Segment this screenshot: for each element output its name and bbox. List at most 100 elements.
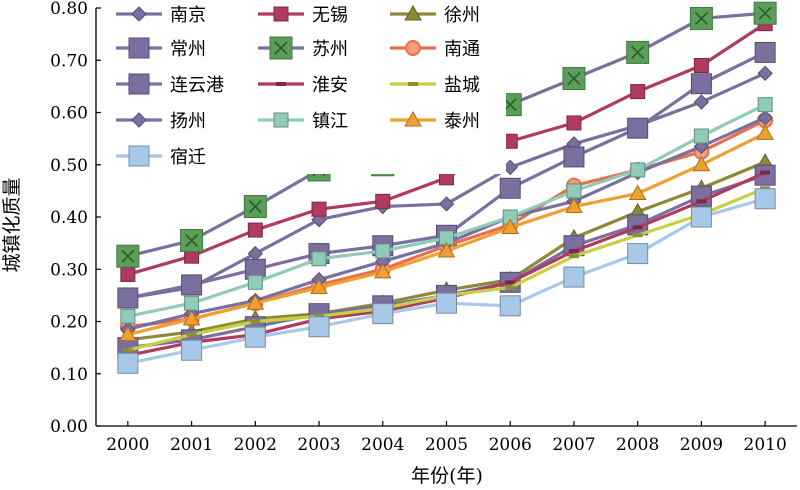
legend-marker	[128, 73, 150, 95]
data-point	[119, 325, 137, 342]
legend-label: 扬州	[170, 111, 206, 132]
data-point	[247, 274, 263, 290]
data-point	[243, 195, 267, 219]
x-tick-label: 2000	[106, 435, 149, 455]
legend-item: 盐城	[390, 75, 480, 96]
data-point	[757, 97, 773, 113]
data-point	[499, 295, 521, 317]
legend-label: 淮安	[312, 75, 348, 96]
data-point	[693, 94, 710, 110]
data-point	[311, 201, 327, 217]
legend-label: 泰州	[444, 111, 480, 132]
data-point	[310, 278, 328, 295]
legend-marker	[273, 6, 289, 22]
data-point	[753, 1, 777, 25]
data-point	[562, 67, 586, 91]
series-12	[119, 124, 774, 342]
y-axis-title: 城镇化质量	[1, 177, 23, 272]
y-tick-label: 0.40	[50, 208, 88, 228]
data-point	[181, 274, 203, 296]
legend-label: 镇江	[312, 111, 348, 132]
data-point	[308, 316, 330, 338]
legend-label: 苏州	[312, 39, 348, 60]
data-point	[630, 84, 646, 100]
legend-item: 南通	[390, 39, 480, 60]
legend-marker	[128, 145, 150, 167]
data-point	[180, 229, 204, 253]
y-tick-label: 0.10	[50, 365, 88, 385]
data-point	[120, 308, 136, 324]
data-point	[626, 40, 650, 64]
data-point	[692, 155, 711, 172]
series-13	[117, 188, 776, 374]
data-point	[630, 162, 646, 178]
data-point	[693, 57, 709, 73]
x-tick-label: 2006	[489, 435, 532, 455]
data-point	[117, 287, 139, 309]
legend-label: 无锡	[312, 5, 348, 26]
data-point	[437, 241, 456, 258]
data-point	[757, 65, 773, 82]
legend-background	[108, 0, 506, 174]
data-point	[627, 243, 649, 265]
data-point	[501, 218, 520, 234]
x-tick-label: 2003	[297, 435, 340, 455]
data-point	[246, 294, 265, 310]
data-point	[693, 128, 709, 144]
data-point	[627, 117, 649, 139]
data-point	[375, 193, 391, 209]
data-point	[184, 295, 200, 311]
y-tick-label: 0.80	[50, 0, 88, 19]
legend-item: 扬州	[116, 111, 206, 132]
y-tick-label: 0.70	[50, 51, 88, 71]
data-point	[690, 206, 712, 228]
data-point	[244, 326, 266, 348]
y-tick-label: 0.50	[50, 156, 88, 176]
legend-marker	[131, 112, 147, 128]
legend-marker	[404, 4, 422, 21]
data-point	[754, 164, 776, 186]
data-point	[563, 266, 585, 288]
x-tick-label: 2007	[552, 435, 595, 455]
x-tick-label: 2010	[744, 435, 787, 455]
legend-item: 镇江	[258, 111, 348, 132]
x-tick-label: 2002	[234, 435, 277, 455]
legend-marker	[269, 36, 293, 60]
data-point	[690, 73, 712, 95]
legend-item: 泰州	[390, 110, 480, 132]
data-point	[438, 196, 455, 212]
legend-label: 盐城	[444, 75, 480, 96]
data-point	[754, 41, 776, 63]
data-point	[689, 6, 713, 30]
legend-item: 常州	[116, 37, 206, 60]
data-point	[116, 244, 140, 268]
data-point	[754, 188, 776, 210]
data-point	[247, 222, 263, 238]
x-tick-label: 2001	[170, 435, 213, 455]
data-point	[182, 309, 201, 326]
legend-label: 常州	[170, 39, 206, 60]
data-point	[372, 303, 394, 325]
data-point	[566, 115, 582, 131]
data-point	[311, 251, 327, 267]
axes: 0.00 0.10 0.20 0.30 0.40 0.50 0.60 0.70 0.80 2000…	[50, 0, 797, 455]
data-point	[373, 262, 392, 279]
legend-marker	[405, 40, 421, 56]
data-point	[628, 184, 647, 200]
x-tick-label: 2008	[616, 435, 659, 455]
legend-marker	[131, 6, 147, 22]
x-tick-label: 2005	[425, 435, 468, 455]
y-tick-label: 0.20	[50, 313, 88, 333]
series-11	[120, 97, 773, 324]
data-point	[120, 266, 136, 282]
data-point	[565, 197, 583, 214]
y-tick-label: 0.60	[50, 104, 88, 124]
data-point	[499, 177, 521, 199]
data-point	[756, 124, 774, 140]
legend-label: 徐州	[444, 5, 480, 26]
legend-label: 南通	[444, 39, 480, 60]
data-point	[117, 352, 139, 374]
x-axis-title: 年份(年)	[411, 465, 483, 487]
y-tick-label: 0.00	[50, 417, 88, 437]
legend-marker	[273, 112, 289, 128]
